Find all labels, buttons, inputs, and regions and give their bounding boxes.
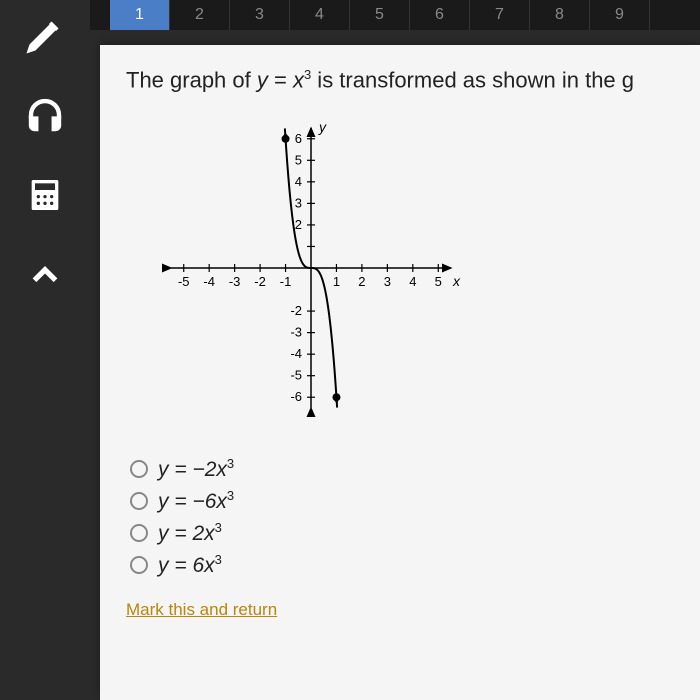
page-tab-7[interactable]: 7 — [470, 0, 530, 30]
option-c-coef: 2 — [192, 522, 204, 545]
option-d-sup: 3 — [215, 552, 222, 567]
svg-text:5: 5 — [435, 274, 442, 289]
option-d-eq: = — [169, 554, 193, 577]
page-tab-5[interactable]: 5 — [350, 0, 410, 30]
page-tab-4[interactable]: 4 — [290, 0, 350, 30]
option-b-lhs: y — [158, 490, 169, 513]
option-a-base: x — [216, 458, 227, 481]
option-a-lhs: y — [158, 458, 169, 481]
graph-svg: -5 -4 -3 -2 -1 1 2 3 4 5 -6 -5 -4 -3 -2 2 3 4 5 6 x y — [146, 103, 476, 433]
collapse-icon[interactable] — [15, 250, 75, 300]
svg-text:-4: -4 — [203, 274, 215, 289]
option-d-base: x — [204, 554, 215, 577]
option-c-sup: 3 — [215, 520, 222, 535]
option-c-lhs: y — [158, 522, 169, 545]
option-d-coef: 6 — [192, 554, 204, 577]
svg-text:-5: -5 — [290, 368, 302, 383]
mark-return-link[interactable]: Mark this and return — [126, 600, 674, 620]
page-tab-1[interactable]: 1 — [110, 0, 170, 30]
option-b-coef: −6 — [192, 490, 216, 513]
option-d-lhs: y — [158, 554, 169, 577]
option-c-base: x — [204, 522, 215, 545]
svg-text:-2: -2 — [254, 274, 266, 289]
svg-text:-1: -1 — [280, 274, 292, 289]
svg-text:6: 6 — [295, 131, 302, 146]
option-a-eq: = — [169, 458, 193, 481]
radio-icon — [130, 460, 148, 478]
question-text: The graph of y = x3 is transformed as sh… — [126, 67, 674, 93]
question-eq-lhs: y — [257, 67, 268, 92]
svg-text:3: 3 — [384, 274, 391, 289]
page-tab-2[interactable]: 2 — [170, 0, 230, 30]
page-tab-9[interactable]: 9 — [590, 0, 650, 30]
svg-text:1: 1 — [333, 274, 340, 289]
svg-text:-4: -4 — [290, 346, 302, 361]
svg-text:-3: -3 — [229, 274, 241, 289]
radio-icon — [130, 492, 148, 510]
svg-text:4: 4 — [409, 274, 416, 289]
left-toolbar — [0, 0, 90, 700]
svg-text:2: 2 — [295, 217, 302, 232]
option-b[interactable]: y = −6x3 — [130, 488, 674, 514]
svg-text:2: 2 — [358, 274, 365, 289]
question-prefix: The graph of — [126, 67, 257, 92]
page-tab-6[interactable]: 6 — [410, 0, 470, 30]
option-b-base: x — [216, 490, 227, 513]
option-c-eq: = — [169, 522, 193, 545]
option-a-sup: 3 — [227, 456, 234, 471]
question-eq-sign: = — [268, 67, 293, 92]
option-a[interactable]: y = −2x3 — [130, 456, 674, 482]
option-b-eq: = — [169, 490, 193, 513]
question-card: The graph of y = x3 is transformed as sh… — [100, 45, 700, 700]
svg-text:x: x — [452, 273, 461, 289]
svg-text:3: 3 — [295, 196, 302, 211]
svg-text:-3: -3 — [290, 325, 302, 340]
svg-text:-2: -2 — [290, 303, 302, 318]
option-b-sup: 3 — [227, 488, 234, 503]
svg-text:y: y — [318, 119, 327, 135]
answer-options: y = −2x3 y = −6x3 y = 2x3 y = 6x3 — [130, 456, 674, 578]
page-tab-bar: 1 2 3 4 5 6 7 8 9 — [0, 0, 700, 30]
headphones-icon[interactable] — [15, 90, 75, 140]
page-tab-8[interactable]: 8 — [530, 0, 590, 30]
question-suffix: is transformed as shown in the g — [311, 67, 634, 92]
pencil-icon[interactable] — [15, 10, 75, 60]
svg-text:5: 5 — [295, 153, 302, 168]
question-eq-rhs: x — [293, 67, 304, 92]
option-a-coef: −2 — [192, 458, 216, 481]
option-d[interactable]: y = 6x3 — [130, 552, 674, 578]
svg-text:-6: -6 — [290, 390, 302, 405]
option-c[interactable]: y = 2x3 — [130, 520, 674, 546]
calculator-icon[interactable] — [15, 170, 75, 220]
page-tab-3[interactable]: 3 — [230, 0, 290, 30]
svg-text:-5: -5 — [178, 274, 190, 289]
svg-text:4: 4 — [295, 174, 302, 189]
radio-icon — [130, 524, 148, 542]
radio-icon — [130, 556, 148, 574]
graph: -5 -4 -3 -2 -1 1 2 3 4 5 -6 -5 -4 -3 -2 2 3 4 5 6 x y — [146, 103, 674, 438]
